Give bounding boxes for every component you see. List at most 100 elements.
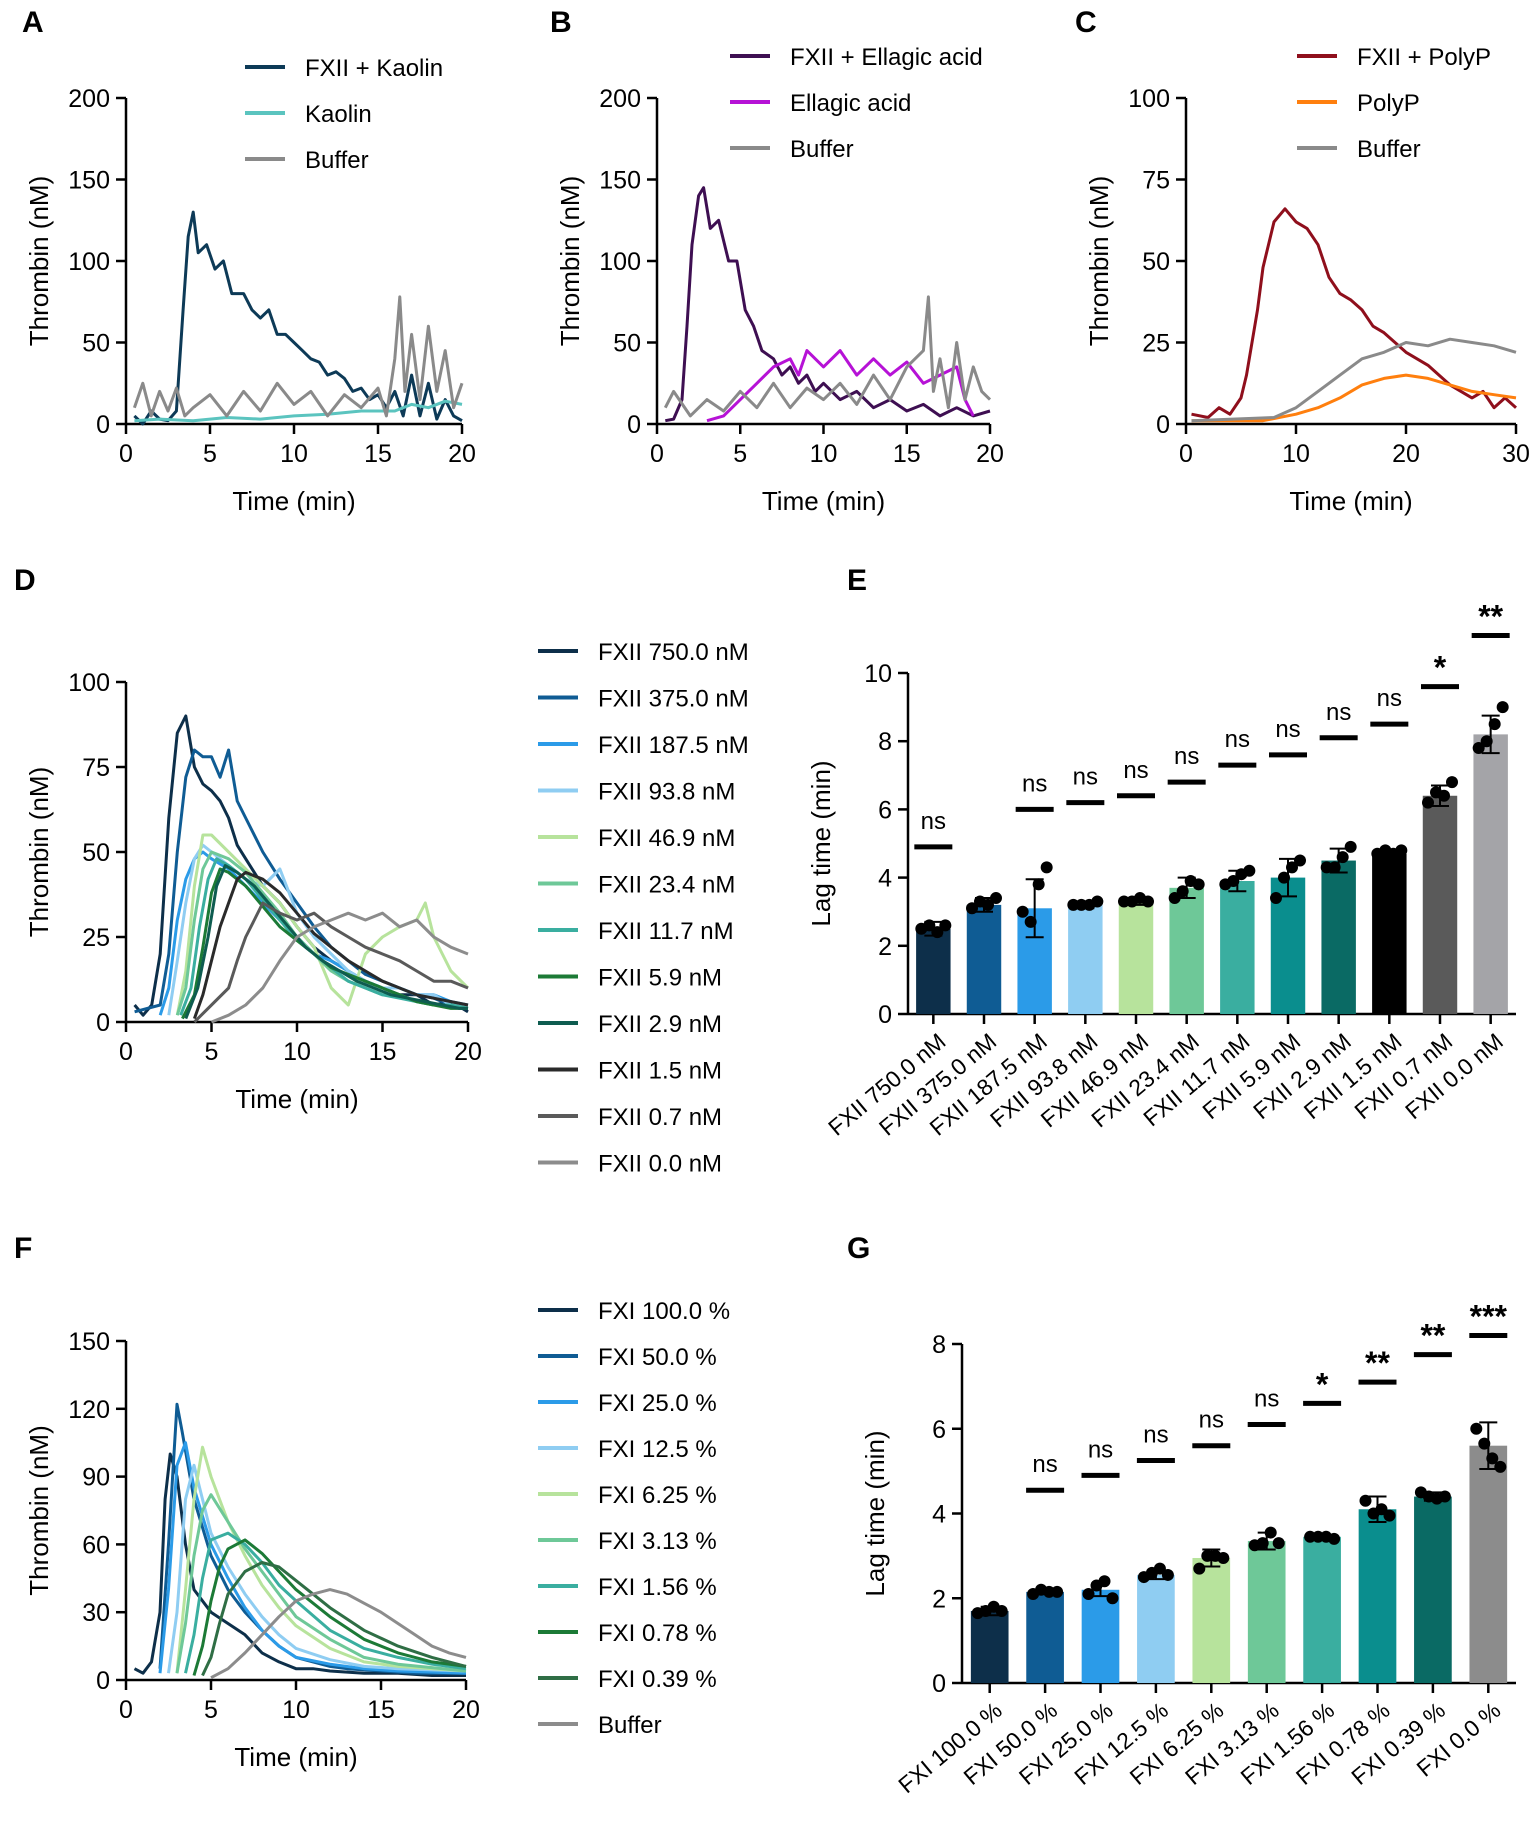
legend-label: FXII 5.9 nM <box>598 965 722 992</box>
bar-2 <box>1081 1589 1120 1683</box>
data-point <box>966 902 978 915</box>
significance-label: ns <box>1199 1407 1224 1434</box>
y-tick-label: 8 <box>878 728 892 756</box>
significance-label: * <box>1434 650 1447 686</box>
y-tick-label: 200 <box>68 85 110 113</box>
bar-9 <box>1469 1445 1508 1683</box>
data-point <box>1193 1562 1206 1575</box>
significance-label: * <box>1316 1366 1329 1402</box>
significance-label: ns <box>1377 685 1402 712</box>
data-point <box>1256 1537 1269 1550</box>
data-point <box>1328 1532 1341 1545</box>
legend-label: Buffer <box>1357 136 1421 163</box>
x-axis-title: Time (min) <box>232 486 355 516</box>
y-axis-title: Thrombin (nM) <box>24 767 54 937</box>
legend-label: FXI 100.0 % <box>598 1298 730 1325</box>
y-tick-label: 150 <box>599 167 641 195</box>
series-line-0 <box>133 1452 466 1677</box>
y-tick-label: 2 <box>878 933 892 961</box>
data-point <box>1153 1562 1166 1575</box>
data-point <box>1486 1452 1499 1465</box>
y-tick-label: 0 <box>96 411 110 439</box>
data-point <box>1494 1460 1507 1473</box>
x-tick-label: 0 <box>119 1696 133 1724</box>
significance-label: ns <box>921 808 946 835</box>
y-tick-label: 4 <box>932 1501 946 1529</box>
bar-1 <box>1026 1591 1064 1683</box>
series-line-3 <box>167 1463 467 1674</box>
data-point <box>1161 1568 1174 1581</box>
series-line-2 <box>663 295 992 418</box>
y-tick-label: 50 <box>82 839 110 867</box>
x-tick-label: 10 <box>280 440 308 468</box>
significance-label: ** <box>1365 1345 1390 1381</box>
significance-label: ns <box>1032 1451 1057 1478</box>
significance-label: ns <box>1123 757 1148 784</box>
data-point <box>1438 789 1450 802</box>
y-tick-label: 150 <box>68 1328 110 1356</box>
y-tick-label: 100 <box>1128 85 1170 113</box>
legend-label: FXII 0.0 nM <box>598 1151 722 1178</box>
bar-3 <box>1068 904 1103 1014</box>
legend-label: FXII 0.7 nM <box>598 1104 722 1131</box>
x-axis-title: Time (min) <box>235 1084 358 1114</box>
y-tick-label: 0 <box>1156 411 1170 439</box>
data-point <box>995 1604 1008 1617</box>
y-tick-label: 0 <box>878 1001 892 1029</box>
series-line-7 <box>192 1538 467 1676</box>
panel-label-f: F <box>14 1232 32 1265</box>
y-tick-label: 50 <box>613 330 641 358</box>
data-point <box>1217 1551 1230 1564</box>
panel-label-g: G <box>847 1232 870 1265</box>
series-line-2 <box>1191 337 1517 423</box>
data-point <box>1438 1490 1451 1503</box>
data-point <box>923 919 936 932</box>
legend-label: FXI 25.0 % <box>598 1390 717 1417</box>
y-tick-label: 75 <box>82 754 110 782</box>
legend-label: FXI 50.0 % <box>598 1344 717 1371</box>
y-axis-title: Thrombin (nM) <box>24 1425 54 1595</box>
bar-3 <box>1137 1574 1175 1683</box>
data-point <box>939 919 952 932</box>
data-point <box>1496 701 1509 714</box>
series-line-2 <box>132 295 464 418</box>
legend-label: Buffer <box>305 147 369 174</box>
significance-label: ns <box>1143 1422 1168 1449</box>
legend-label: Ellagic acid <box>790 90 911 117</box>
data-point <box>1328 861 1341 874</box>
significance-label: *** <box>1470 1299 1508 1335</box>
legend-label: FXI 3.13 % <box>598 1528 717 1555</box>
data-point <box>1422 796 1434 809</box>
y-tick-label: 30 <box>82 1599 110 1627</box>
y-axis-title: Thrombin (nM) <box>24 176 54 346</box>
data-point <box>1032 878 1045 891</box>
data-point <box>1264 1526 1277 1539</box>
data-point <box>1446 776 1458 789</box>
series-line-9 <box>210 1588 467 1680</box>
data-point <box>990 892 1002 905</box>
data-point <box>1016 905 1029 918</box>
x-tick-label: 30 <box>1502 440 1530 468</box>
y-tick-label: 50 <box>1142 248 1170 276</box>
x-tick-label: 10 <box>1282 440 1310 468</box>
y-tick-label: 0 <box>96 1667 110 1695</box>
x-tick-label: 5 <box>733 440 747 468</box>
bar-1 <box>966 904 1002 1014</box>
data-point <box>1176 885 1189 898</box>
y-tick-label: 120 <box>68 1396 110 1424</box>
y-tick-label: 4 <box>878 865 892 893</box>
data-point <box>1106 1592 1119 1605</box>
series-line-11 <box>210 911 469 1024</box>
legend-label: Buffer <box>790 136 854 163</box>
x-tick-label: 20 <box>1392 440 1420 468</box>
data-point <box>1278 871 1290 884</box>
data-point <box>1270 892 1282 905</box>
panel-f: F 0 30 60 90 120 150 Thrombin (nM) 0 5 10 15 20 Time … <box>14 1232 730 1772</box>
legend-label: FXI 0.39 % <box>598 1666 717 1693</box>
significance-label: ns <box>1174 743 1199 770</box>
x-axis-title: Time (min) <box>762 486 885 516</box>
y-tick-label: 150 <box>68 167 110 195</box>
